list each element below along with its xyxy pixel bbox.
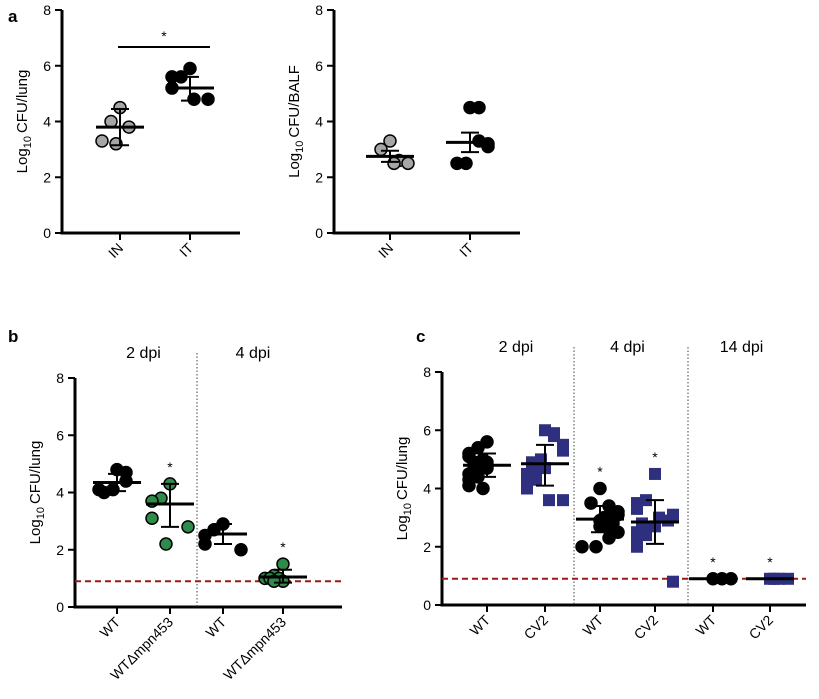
y-tick-label: 4 — [43, 114, 51, 130]
y-label-sub: 10 — [402, 503, 414, 515]
y-tick-label: 0 — [56, 599, 64, 615]
significance-star: * — [280, 539, 286, 555]
data-point — [667, 575, 679, 588]
y-tick-label: 8 — [43, 2, 51, 18]
x-tick-label: WT — [579, 611, 606, 638]
data-point — [543, 494, 555, 507]
x-tick-label: WT — [692, 611, 719, 638]
data-point — [97, 485, 111, 500]
data-point — [201, 92, 215, 106]
significance-star: * — [652, 449, 658, 465]
period-label: 4 dpi — [236, 345, 271, 362]
data-point — [374, 142, 388, 157]
y-tick-label: 8 — [423, 364, 431, 380]
data-point — [401, 156, 415, 171]
y-tick-label: 6 — [315, 58, 323, 74]
period-label: 4 dpi — [610, 339, 645, 356]
y-tick-label: 2 — [43, 169, 51, 185]
data-point — [602, 531, 616, 545]
significance-star: * — [597, 464, 603, 480]
y-tick-label: 6 — [43, 58, 51, 74]
y-label-sub: 10 — [35, 507, 47, 519]
x-tick-label: CV2 — [746, 612, 777, 643]
period-label: 2 dpi — [499, 339, 534, 356]
significance-star: * — [710, 554, 716, 570]
y-tick-label: 8 — [56, 370, 64, 386]
y-tick-label: 8 — [315, 2, 323, 18]
y-label-sub: 10 — [294, 141, 306, 153]
x-tick-label: CV2 — [631, 612, 662, 643]
data-point — [165, 70, 179, 84]
y-label-unit: CFU/lung — [27, 441, 44, 504]
y-axis-label: Log10 CFU/BALF — [286, 65, 306, 178]
x-tick-label: IN — [375, 240, 396, 261]
x-tick-label: WTΔmpn453 — [220, 614, 289, 683]
data-point — [383, 134, 397, 148]
x-tick-label: IN — [105, 240, 126, 261]
y-label-log: Log — [394, 515, 411, 540]
y-tick-label: 4 — [315, 114, 323, 130]
data-point — [198, 537, 212, 551]
y-label-unit: CFU/lung — [394, 437, 411, 500]
data-point — [276, 557, 290, 571]
data-point — [593, 481, 607, 496]
y-tick-label: 0 — [423, 597, 431, 613]
y-axis-label: Log10 CFU/lung — [394, 437, 414, 541]
y-tick-label: 6 — [423, 422, 431, 438]
data-point — [234, 543, 248, 557]
panel-label: b — [8, 327, 18, 346]
data-point — [584, 496, 598, 510]
y-tick-label: 4 — [56, 485, 64, 501]
y-label-log: Log — [286, 153, 303, 178]
y-tick-label: 6 — [56, 427, 64, 443]
y-label-log: Log — [27, 519, 44, 544]
panel-label: c — [416, 327, 425, 346]
data-point — [557, 494, 569, 507]
data-point — [631, 502, 643, 515]
data-point — [462, 478, 476, 493]
data-point — [589, 540, 603, 554]
significance-star: * — [767, 554, 773, 570]
y-label-sub: 10 — [22, 136, 34, 148]
x-tick-label: IT — [176, 239, 196, 259]
data-point — [183, 61, 197, 76]
y-label-unit: CFU/lung — [14, 70, 31, 133]
y-axis-label: Log10 CFU/lung — [14, 70, 34, 174]
y-tick-label: 2 — [315, 169, 323, 185]
y-tick-label: 4 — [423, 481, 431, 497]
significance-star: * — [167, 459, 173, 475]
data-point — [145, 511, 159, 526]
x-tick-label: WT — [96, 613, 123, 640]
data-point — [450, 156, 464, 171]
x-tick-label: CV2 — [521, 612, 552, 643]
y-axis-label: Log10 CFU/lung — [27, 441, 47, 545]
data-point — [521, 482, 533, 495]
x-tick-label: WT — [466, 611, 493, 638]
period-label: 2 dpi — [126, 345, 161, 362]
y-tick-label: 2 — [423, 539, 431, 555]
y-tick-label: 0 — [315, 225, 323, 241]
data-point — [649, 467, 661, 480]
data-point — [557, 444, 569, 457]
y-tick-label: 0 — [43, 225, 51, 241]
x-tick-label: WT — [202, 613, 229, 640]
y-tick-label: 2 — [56, 542, 64, 558]
y-label-log: Log — [14, 148, 31, 173]
data-point — [181, 520, 195, 534]
data-point — [95, 134, 109, 148]
data-point — [575, 540, 589, 554]
data-point — [159, 537, 173, 551]
x-tick-label: IT — [456, 239, 476, 259]
data-point — [476, 481, 490, 496]
data-point — [472, 100, 486, 115]
y-label-unit: CFU/BALF — [286, 65, 303, 138]
period-label: 14 dpi — [720, 339, 764, 356]
significance-star: * — [161, 28, 167, 44]
panel-label: a — [8, 7, 18, 26]
data-point — [631, 540, 643, 553]
